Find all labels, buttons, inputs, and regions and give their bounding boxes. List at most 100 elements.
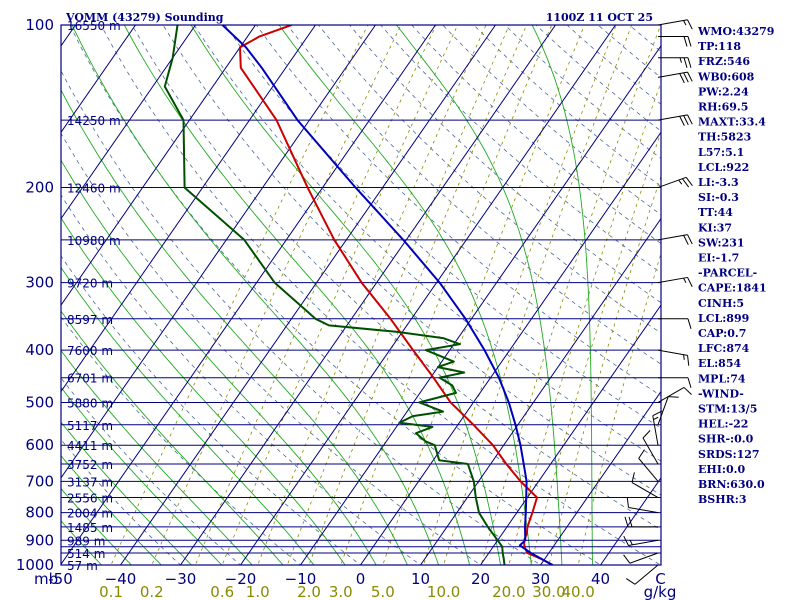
height-label: 3137 m xyxy=(67,475,113,489)
index-entry: -PARCEL- xyxy=(698,267,757,280)
mixing-ratio-tick-label: 2.0 xyxy=(297,583,321,600)
moist-adiabat-line xyxy=(61,89,408,565)
wind-barb-half-flag xyxy=(683,20,687,26)
wind-barb-staff xyxy=(657,387,685,403)
wind-barb-staff xyxy=(657,71,688,78)
dry-adiabat-line xyxy=(61,377,242,565)
pressure-label: 400 xyxy=(25,341,54,359)
index-entry: SW:231 xyxy=(698,236,745,249)
wind-barb-half-flag xyxy=(653,416,659,421)
mixing-ratio-tick-label: 20.0 xyxy=(492,583,525,600)
wind-barb-flag xyxy=(668,396,679,398)
temperature-tick-label: 30 xyxy=(531,570,550,588)
isotherm-line xyxy=(480,304,661,565)
moist-adiabat-line xyxy=(61,266,315,565)
sounding-profiles xyxy=(163,25,553,565)
wind-barb xyxy=(658,57,692,68)
isotherm-line xyxy=(61,25,316,393)
wind-barb-flag xyxy=(679,73,685,84)
index-entry: HEL:-22 xyxy=(698,418,748,431)
index-entry: CINH:5 xyxy=(698,297,744,310)
index-entry: WMO:43279 xyxy=(697,25,774,38)
index-panel: WMO:43279 TP:118 FRZ:546 WB0:608 PW:2.24 RH:6… xyxy=(697,25,774,506)
height-label: 4411 m xyxy=(67,439,113,453)
pressure-unit-label: mb xyxy=(34,570,58,588)
temperature-tick-label: −10 xyxy=(285,570,317,588)
height-label: 9720 m xyxy=(67,277,113,291)
wind-barb-flag xyxy=(687,19,693,30)
wind-barb-flag xyxy=(683,235,689,245)
moist-adiabat-line xyxy=(61,488,133,565)
wind-barb-flag xyxy=(687,234,693,245)
wind-barb xyxy=(638,449,659,482)
dewpoint-profile xyxy=(163,25,506,565)
mixing-ratio-tick-label: 0.2 xyxy=(140,583,164,600)
index-entry: KI:37 xyxy=(698,221,732,234)
wind-barb-staff xyxy=(657,19,688,26)
wind-barb-flag xyxy=(642,430,651,439)
mixing-ratio-line xyxy=(110,25,369,565)
index-entry: TP:118 xyxy=(698,40,741,53)
wind-barb-flag xyxy=(683,36,688,47)
dry-adiabat-line xyxy=(286,25,661,365)
pressure-label: 300 xyxy=(25,274,54,292)
index-entry: TH:5823 xyxy=(698,131,751,144)
wind-barb-flag xyxy=(683,115,689,126)
wind-barb-flag xyxy=(626,578,636,585)
mixing-ratio-tick-label: 5.0 xyxy=(371,583,395,600)
wind-barb-flag xyxy=(683,72,689,83)
wind-barb-flag xyxy=(687,71,693,82)
moist-adiabat-line xyxy=(61,520,103,565)
wind-barb-flag xyxy=(623,535,629,546)
wind-barb-half-flag xyxy=(678,179,683,185)
index-entry: SHR-:0.0 xyxy=(698,433,754,446)
mixing-ratio-unit-label: g/kg xyxy=(644,583,677,600)
dry-adiabat-line xyxy=(69,25,602,565)
wind-barb-staff xyxy=(657,176,687,189)
wind-barb xyxy=(631,472,659,498)
temperature-tick-label: −20 xyxy=(225,570,257,588)
dry-adiabat-line xyxy=(61,132,482,565)
mixing-ratio-line xyxy=(340,25,552,565)
height-label: 57 m xyxy=(67,559,98,573)
mixing-ratio-tick-label: 3.0 xyxy=(329,583,353,600)
wind-barb xyxy=(658,318,692,329)
wind-barb xyxy=(657,19,693,30)
wind-barb xyxy=(623,535,659,546)
moist-adiabat-line xyxy=(61,421,193,565)
index-entry: BSHR:3 xyxy=(698,493,747,506)
pressure-label: 800 xyxy=(25,504,54,522)
isotherm-line xyxy=(61,25,436,565)
wind-barb-staff xyxy=(638,458,659,482)
moist-adiabat-line xyxy=(531,25,593,565)
index-entry: EHI:0.0 xyxy=(698,463,745,476)
pressure-label: 500 xyxy=(25,393,54,411)
wind-barb-staff xyxy=(657,234,688,241)
mixing-ratio-line xyxy=(423,25,617,565)
dry-adiabat-line xyxy=(193,25,661,462)
wind-barb xyxy=(657,276,693,287)
temperature-tick-label: 10 xyxy=(411,570,430,588)
wind-barb xyxy=(658,377,692,388)
isotherm-line xyxy=(420,217,661,565)
wind-barb xyxy=(657,387,692,403)
wind-barb-flag xyxy=(687,36,692,47)
wind-barb-flag xyxy=(685,176,693,186)
height-label: 5117 m xyxy=(67,419,113,433)
index-entry: STM:13/5 xyxy=(698,403,757,416)
index-entry: EL:854 xyxy=(698,357,741,370)
index-entry: WB0:608 xyxy=(697,70,755,83)
temperature-tick-label: C xyxy=(655,570,665,588)
moist-adiabat-line xyxy=(278,25,532,565)
index-entry: SI:-0.3 xyxy=(698,191,739,204)
index-entry: LI:-3.3 xyxy=(698,176,739,189)
wind-barb-flag xyxy=(628,516,633,528)
moist-adiabat-line xyxy=(396,25,563,565)
index-entry: CAPE:1841 xyxy=(698,282,767,295)
temperature-tick-label: −40 xyxy=(105,570,137,588)
wind-barb-staff xyxy=(657,114,688,121)
pressure-label: 900 xyxy=(25,531,54,549)
height-label: 514 m xyxy=(67,547,105,561)
isotherm-line xyxy=(300,45,661,565)
